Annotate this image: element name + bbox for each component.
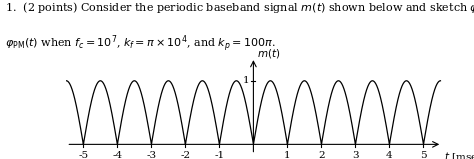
Text: 3: 3 [352, 151, 359, 159]
Text: 4: 4 [386, 151, 393, 159]
Text: 1.  (2 points) Consider the periodic baseband signal $m(t)$ shown below and sket: 1. (2 points) Consider the periodic base… [5, 0, 474, 15]
Text: 5: 5 [420, 151, 427, 159]
Text: -1: -1 [214, 151, 225, 159]
Text: -5: -5 [78, 151, 89, 159]
Text: -3: -3 [146, 151, 156, 159]
Text: 1: 1 [284, 151, 291, 159]
Text: $t$ [msec]: $t$ [msec] [444, 151, 474, 159]
Text: 2: 2 [318, 151, 325, 159]
Text: $\varphi_{\mathrm{PM}}(t)$ when $f_c = 10^7$, $k_f = \pi \times 10^4$, and $k_p : $\varphi_{\mathrm{PM}}(t)$ when $f_c = 1… [5, 33, 275, 54]
Text: 1: 1 [243, 76, 249, 85]
Text: -2: -2 [180, 151, 191, 159]
Text: -4: -4 [112, 151, 122, 159]
Text: $m(t)$: $m(t)$ [257, 47, 280, 60]
